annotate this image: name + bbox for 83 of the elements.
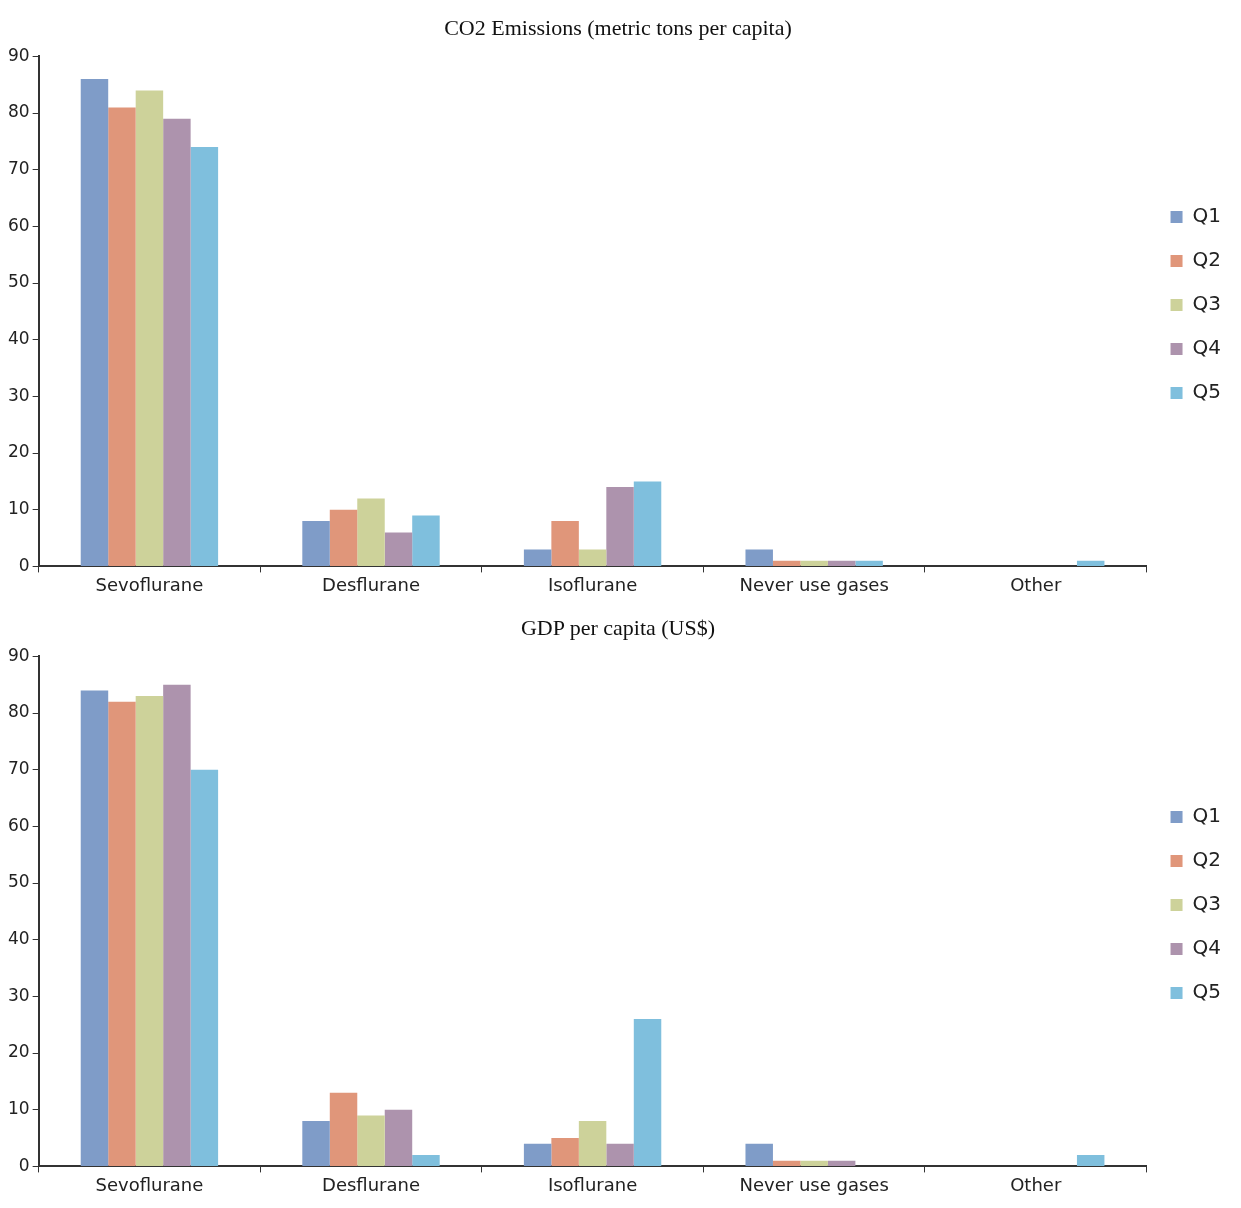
bar — [578, 1121, 607, 1166]
y-tick-label: 80 — [7, 101, 30, 122]
y-tick-label: 90 — [7, 44, 30, 65]
x-tick-label: Other — [1010, 1173, 1062, 1195]
y-tick-label: 80 — [7, 701, 30, 722]
bar — [633, 481, 662, 566]
x-tick-label: Desflurane — [322, 1173, 420, 1195]
bar — [135, 90, 164, 566]
bar — [772, 560, 801, 566]
bar — [745, 549, 773, 566]
x-tick-label: Desflurane — [322, 573, 420, 595]
bar — [1076, 560, 1105, 566]
legend-label: Q3 — [1192, 891, 1221, 916]
y-tick-label: 10 — [7, 498, 30, 519]
legend-label: Q5 — [1192, 379, 1221, 404]
bar — [772, 1160, 801, 1166]
y-tick-label: 60 — [7, 814, 30, 835]
bar — [357, 498, 385, 566]
y-tick-label: 70 — [7, 158, 30, 179]
bar — [80, 79, 109, 566]
y-tick-label: 10 — [7, 1098, 30, 1119]
legend-label: Q3 — [1192, 291, 1221, 316]
y-tick-label: 30 — [7, 384, 30, 405]
bar — [163, 118, 191, 566]
legend-label: Q1 — [1192, 203, 1221, 228]
bar — [190, 147, 219, 566]
bar — [302, 521, 330, 566]
bar — [827, 1160, 856, 1166]
bar — [800, 1160, 828, 1166]
bar — [302, 1121, 330, 1166]
y-tick-label: 90 — [7, 644, 30, 665]
y-tick-label: 50 — [7, 871, 30, 892]
bar — [412, 515, 440, 566]
bar — [578, 549, 607, 566]
y-tick-label: 70 — [7, 758, 30, 779]
bar — [329, 509, 358, 566]
x-tick-label: Other — [1010, 573, 1062, 595]
x-tick-label: Never use gases — [739, 1173, 889, 1195]
bar — [135, 696, 164, 1166]
bar — [384, 1109, 413, 1166]
y-tick-label: 40 — [7, 328, 30, 349]
bar — [523, 1143, 552, 1166]
x-tick-label: Never use gases — [739, 573, 889, 595]
legend-label: Q2 — [1192, 847, 1221, 872]
bar — [1076, 1155, 1105, 1166]
bar — [827, 560, 856, 566]
bar — [190, 769, 219, 1166]
legend-label: Q1 — [1192, 803, 1221, 828]
legend-label: Q4 — [1192, 935, 1221, 960]
legend-label: Q5 — [1192, 979, 1221, 1004]
y-tick-label: 20 — [7, 1041, 30, 1062]
bar — [384, 532, 413, 566]
bar — [855, 560, 883, 566]
bar — [523, 549, 552, 566]
bar — [163, 684, 191, 1166]
bar — [551, 1138, 579, 1166]
y-tick-label: 0 — [18, 1154, 30, 1175]
y-tick-label: 40 — [7, 928, 30, 949]
chart-title: CO2 Emissions (metric tons per capita) — [444, 14, 792, 40]
bar — [745, 1143, 773, 1166]
y-tick-label: 20 — [7, 441, 30, 462]
bar — [357, 1115, 385, 1166]
bar — [551, 521, 579, 566]
chart-title: GDP per capita (US$) — [520, 614, 716, 640]
legend-label: Q2 — [1192, 247, 1221, 272]
bar — [108, 701, 136, 1166]
bar — [412, 1155, 440, 1166]
bar — [633, 1019, 662, 1166]
bar — [606, 1143, 634, 1166]
x-tick-label: Isoflurane — [547, 573, 638, 595]
bar — [606, 487, 634, 566]
y-tick-label: 50 — [7, 271, 30, 292]
bar — [329, 1092, 358, 1166]
legend-label: Q4 — [1192, 335, 1221, 360]
y-tick-label: 0 — [18, 554, 30, 575]
bar — [800, 560, 828, 566]
bar — [108, 107, 136, 566]
y-tick-label: 30 — [7, 984, 30, 1005]
x-tick-label: Sevoflurane — [95, 573, 204, 595]
y-tick-label: 60 — [7, 214, 30, 235]
x-tick-label: Sevoflurane — [95, 1173, 204, 1195]
bar — [80, 690, 109, 1166]
x-tick-label: Isoflurane — [547, 1173, 638, 1195]
